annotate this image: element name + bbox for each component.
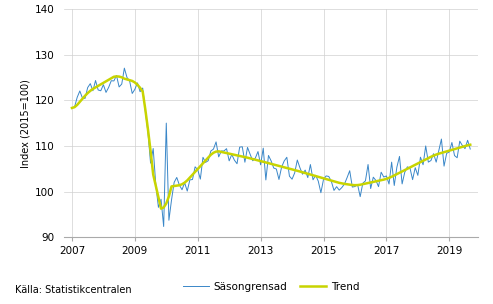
Trend	[250, 157, 256, 161]
Trend	[69, 106, 75, 110]
Säsongrensad	[161, 225, 167, 228]
Text: Källa: Statistikcentralen: Källa: Statistikcentralen	[15, 285, 132, 295]
Trend	[158, 207, 164, 210]
Säsongrensad	[124, 76, 130, 79]
Trend	[404, 167, 410, 171]
Säsongrensad	[467, 147, 473, 151]
Line: Säsongrensad: Säsongrensad	[72, 68, 470, 226]
Trend	[113, 74, 119, 78]
Säsongrensad	[354, 183, 360, 186]
Trend	[124, 78, 130, 81]
Legend: Säsongrensad, Trend: Säsongrensad, Trend	[178, 278, 364, 296]
Säsongrensad	[121, 66, 127, 70]
Trend	[467, 143, 473, 147]
Säsongrensad	[454, 156, 460, 160]
Säsongrensad	[95, 88, 101, 92]
Säsongrensad	[404, 165, 410, 169]
Line: Trend: Trend	[72, 76, 470, 209]
Säsongrensad	[69, 106, 75, 110]
Y-axis label: Index (2015=100): Index (2015=100)	[20, 79, 31, 168]
Trend	[354, 183, 360, 187]
Trend	[95, 84, 101, 88]
Säsongrensad	[250, 159, 256, 163]
Trend	[454, 147, 460, 150]
